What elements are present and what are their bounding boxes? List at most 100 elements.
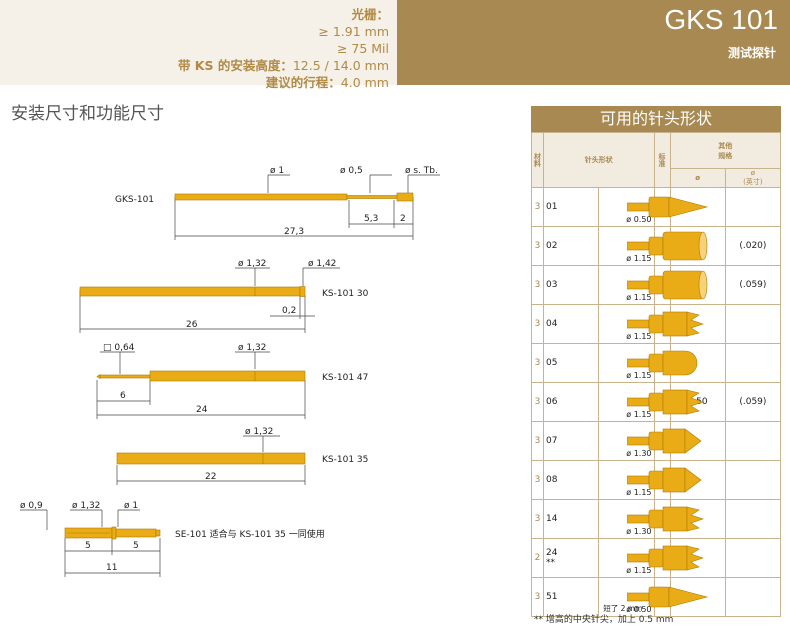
tip-shape-cell: ø 1.15 xyxy=(598,343,698,383)
se-d3: ø 1 xyxy=(124,501,138,511)
tip-number: 07 xyxy=(542,421,600,461)
tip-shape-cell: ø 1.15 xyxy=(598,265,708,305)
tip-number: 03 xyxy=(542,265,600,305)
tip-size: ø 1.15 xyxy=(626,254,652,263)
tip-chisel-icon xyxy=(627,467,702,493)
tip-cup-icon xyxy=(627,231,708,261)
tip-extra-label: 短了 2 mm xyxy=(603,604,643,613)
tip-shape-cell: ø 0.50 xyxy=(598,187,709,227)
tip-other-inch: (.020) xyxy=(724,226,782,266)
spec-grid-label: 光栅： xyxy=(351,7,389,22)
dimension-drawings: GKS-101 ø 1 ø 0,5 ø s. Tb. 5,3 2 27,3 ø … xyxy=(20,166,440,577)
gks-l2: 2 xyxy=(400,214,406,224)
table-row: 224**ø 1.15A xyxy=(531,538,782,578)
header-spec-panel: 光栅： ≥ 1.91 mm ≥ 75 Mil 带 KS 的安装高度：12.5 /… xyxy=(0,0,397,90)
ks47-l1: 6 xyxy=(120,391,126,401)
ks47-total: 24 xyxy=(196,405,208,415)
product-title: GKS 101 xyxy=(664,4,778,35)
tip-material: 3 xyxy=(531,226,544,266)
tip-other-inch xyxy=(724,343,782,383)
tip-other-inch xyxy=(724,499,782,539)
header-o1: ø xyxy=(669,168,726,188)
tip-other-inch xyxy=(724,460,782,500)
tip-number-text: 24 xyxy=(546,548,558,558)
tip-other-inch xyxy=(724,538,782,578)
tip-chisel-icon xyxy=(627,428,702,454)
tip-number: 08 xyxy=(542,460,600,500)
tip-shape-cell: ø 1.15 xyxy=(598,460,702,500)
tip-number: 04 xyxy=(542,304,600,344)
tip-size: ø 1.15 xyxy=(626,566,652,575)
tip-cone-icon xyxy=(627,586,709,608)
tip-shape-cell: ø 1.30 xyxy=(598,421,702,461)
tip-shape-cell: ø 1.15 xyxy=(598,382,705,422)
tip-material: 3 xyxy=(531,577,544,617)
header-title-panel: GKS 101 测试探针 xyxy=(397,0,790,85)
tip-number-text: 07 xyxy=(546,436,558,446)
tip-size: ø 1.30 xyxy=(626,449,652,458)
tip-material: 3 xyxy=(531,265,544,305)
tip-number-text: 04 xyxy=(546,319,558,329)
tip-round-icon xyxy=(627,350,698,376)
tip-other-inch xyxy=(724,577,782,617)
tip-shape-cell: ø 1.30 xyxy=(598,499,705,539)
section-title: 安装尺寸和功能尺寸 xyxy=(11,104,164,124)
header-shape: 针头形状 xyxy=(543,132,655,188)
tip-number: 24 ** xyxy=(542,538,600,578)
spec-lines: 光栅： ≥ 1.91 mm ≥ 75 Mil 带 KS 的安装高度：12.5 /… xyxy=(178,6,389,91)
tip-material: 3 xyxy=(531,382,544,422)
tip-serrated-icon xyxy=(627,389,705,415)
tip-material: 3 xyxy=(531,343,544,383)
tip-serrated-icon xyxy=(627,545,705,571)
gks-l1: 5,3 xyxy=(364,214,378,224)
tip-number-text: 06 xyxy=(546,397,558,407)
tip-size: ø 1.15 xyxy=(626,488,652,497)
tip-cone-icon xyxy=(627,196,709,218)
tip-size: ø 0.50 xyxy=(626,215,652,224)
tip-number-text: 08 xyxy=(546,475,558,485)
tip-number-text: 01 xyxy=(546,202,558,212)
spec-grid-mil: ≥ 75 Mil xyxy=(336,41,389,56)
gks-label: GKS-101 xyxy=(115,195,154,205)
tip-material: 2 xyxy=(531,538,544,578)
tip-number: 06 xyxy=(542,382,600,422)
tip-number-text: 03 xyxy=(546,280,558,290)
tip-size: ø 1.15 xyxy=(626,371,652,380)
se-caption: SE-101 适合与 KS-101 35 一同使用 xyxy=(175,528,325,540)
spec-height-value: 12.5 / 14.0 mm xyxy=(292,58,389,73)
ks35-d1: ø 1,32 xyxy=(245,427,273,437)
tip-serrated-icon xyxy=(627,506,705,532)
tip-shape-cell: ø 0.50 短了 2 mm xyxy=(598,577,709,617)
spec-height-label: 带 KS 的安装高度： xyxy=(177,58,293,73)
spec-grid-mm: ≥ 1.91 mm xyxy=(318,24,389,39)
tip-number-text: 05 xyxy=(546,358,558,368)
tip-other-inch: (.059) xyxy=(724,265,782,305)
tip-number: 01 xyxy=(542,187,600,227)
footnote: ** 增高的中央针尖，加上 0.5 mm xyxy=(534,615,674,625)
tip-shape-cell: ø 1.15 xyxy=(598,538,705,578)
tip-number: 14 xyxy=(542,499,600,539)
tip-number: 51 xyxy=(542,577,600,617)
ks30-d1: ø 1,32 xyxy=(238,259,266,269)
tip-number-text: 02 xyxy=(546,241,558,251)
tip-shape-cell: ø 1.15 xyxy=(598,304,705,344)
se-l2: 5 xyxy=(133,541,139,551)
header-other: 其他 规格 xyxy=(669,132,781,169)
header-standard: 标准 xyxy=(653,132,671,188)
ks30-d2: ø 1,42 xyxy=(308,259,336,269)
tip-size: ø 1.15 xyxy=(626,332,652,341)
ks30-l1: 0,2 xyxy=(282,306,296,316)
tip-shape-cell: ø 1.15 xyxy=(598,226,708,266)
tip-other-inch xyxy=(724,421,782,461)
tip-size: ø 1.30 xyxy=(626,527,652,536)
tip-material: 3 xyxy=(531,460,544,500)
